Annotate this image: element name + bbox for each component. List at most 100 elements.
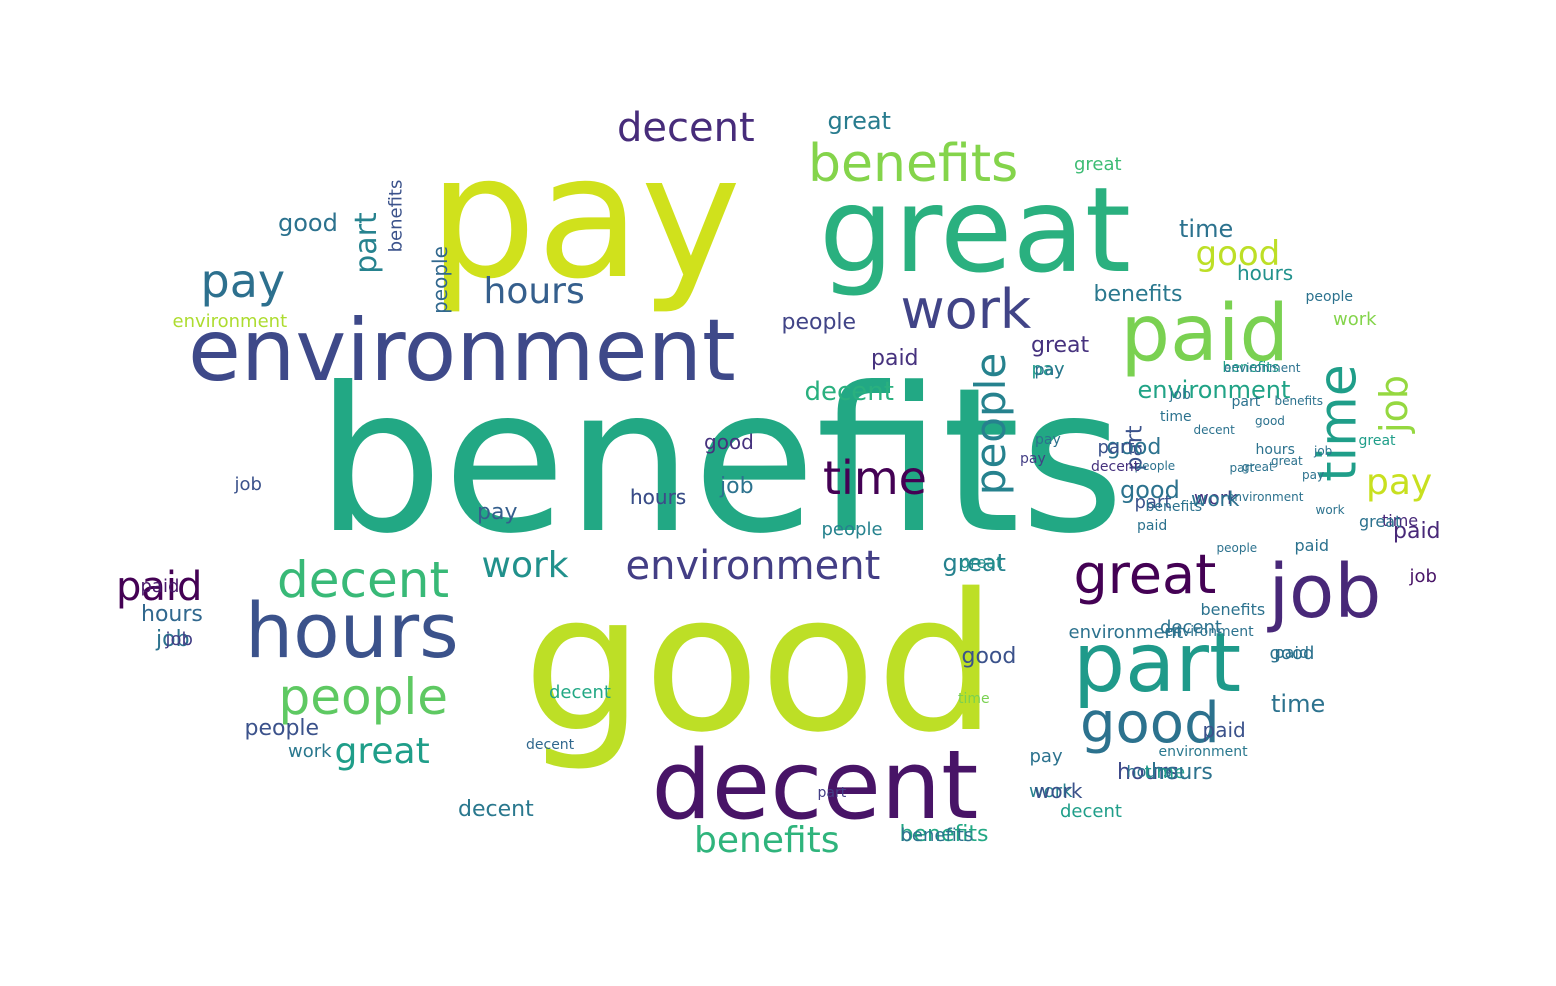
cloud-word: job — [1268, 549, 1382, 635]
cloud-word: great — [819, 161, 1131, 299]
cloud-word: people — [781, 310, 857, 335]
cloud-word: time — [823, 451, 927, 505]
cloud-word: people — [821, 519, 883, 540]
cloud-word: people — [1305, 289, 1353, 305]
cloud-word: decent — [526, 737, 575, 753]
cloud-word: part — [817, 785, 847, 801]
cloud-word: work — [1315, 503, 1345, 517]
cloud-word: part — [1231, 394, 1261, 410]
cloud-word: decent — [458, 797, 534, 822]
cloud-word: benefits — [900, 825, 974, 846]
cloud-word: environment — [1224, 361, 1301, 375]
cloud-word: decent — [1060, 801, 1122, 822]
cloud-word: good — [704, 430, 754, 454]
cloud-word: time — [1144, 762, 1186, 783]
cloud-word: benefits — [1093, 282, 1183, 307]
cloud-word: good — [961, 644, 1017, 669]
cloud-word: job — [720, 474, 754, 499]
cloud-word: decent — [549, 682, 611, 703]
cloud-word: work — [481, 545, 569, 586]
cloud-word: great — [1074, 154, 1122, 175]
cloud-word: good — [1080, 691, 1220, 756]
cloud-word: job — [156, 627, 190, 652]
cloud-word: hours — [630, 485, 687, 509]
cloud-word: good — [1269, 643, 1315, 664]
cloud-word: pay — [1035, 432, 1061, 448]
cloud-word: hours — [630, 485, 687, 509]
cloud-word: hours — [245, 586, 459, 675]
cloud-word: benefits — [1274, 394, 1324, 408]
cloud-word: paid — [1202, 718, 1246, 742]
cloud-word: good — [278, 209, 338, 237]
cloud-word: environment — [188, 301, 736, 401]
cloud-word: great — [1359, 512, 1402, 531]
cloud-word: job — [1371, 375, 1416, 433]
cloud-word: paid — [1120, 289, 1290, 379]
cloud-word: pay — [1034, 360, 1064, 379]
cloud-word: benefits — [316, 345, 1125, 578]
cloud-word: part — [348, 212, 384, 274]
cloud-word: benefits — [694, 820, 840, 861]
cloud-word: pay — [1302, 468, 1325, 482]
cloud-word: environment — [1164, 624, 1254, 640]
cloud-word: work — [1029, 781, 1073, 802]
cloud-word: time — [1271, 690, 1326, 718]
cloud-word: great — [334, 731, 430, 772]
cloud-word: paid — [140, 576, 180, 597]
cloud-word: benefits — [1145, 499, 1203, 515]
cloud-word: pay — [200, 254, 286, 308]
cloud-word: environment — [1158, 744, 1248, 760]
cloud-word: hours — [1117, 760, 1179, 785]
cloud-word: part — [1134, 492, 1172, 513]
cloud-word: hours — [1126, 762, 1172, 781]
cloud-word: job — [1409, 566, 1437, 587]
cloud-word: paid — [1294, 536, 1330, 555]
cloud-word: paid — [871, 346, 919, 371]
cloud-word: hours — [483, 271, 585, 312]
cloud-word: great — [1031, 333, 1090, 358]
cloud-word: good — [1255, 414, 1285, 428]
cloud-word: people — [427, 246, 452, 314]
cloud-word: great — [942, 549, 1006, 577]
cloud-word: paid — [116, 564, 203, 610]
cloud-word: work — [1034, 779, 1083, 803]
cloud-word: time — [1382, 511, 1419, 530]
cloud-word: people — [1134, 459, 1176, 473]
cloud-word: hours — [1151, 760, 1213, 785]
cloud-word: environment — [1068, 622, 1184, 643]
cloud-word: hours — [1237, 261, 1294, 285]
cloud-word: people — [966, 352, 1016, 496]
cloud-word: decent — [651, 730, 979, 841]
cloud-word: good — [523, 553, 997, 774]
cloud-word: time — [1160, 409, 1192, 425]
cloud-word: decent — [277, 551, 450, 609]
cloud-word: environment — [1137, 376, 1291, 404]
cloud-word: pay — [1020, 451, 1046, 467]
cloud-word: job — [1314, 444, 1333, 458]
cloud-word: environment — [172, 311, 288, 332]
cloud-word: pay — [428, 119, 742, 317]
cloud-word: great — [960, 553, 1003, 572]
cloud-word: paid — [1393, 519, 1441, 544]
cloud-word: great — [1358, 433, 1396, 449]
cloud-word: great — [1242, 460, 1274, 474]
cloud-word: hours — [1255, 442, 1295, 458]
cloud-word: pay — [1029, 746, 1063, 767]
cloud-word: paid — [1137, 518, 1168, 534]
cloud-word: pay — [1366, 462, 1433, 503]
cloud-word: decent — [804, 377, 894, 407]
cloud-word: benefits — [899, 822, 989, 847]
cloud-word: pay — [1031, 359, 1065, 380]
cloud-word: good — [1120, 476, 1180, 504]
cloud-word: great — [1271, 454, 1303, 468]
cloud-word: part — [1229, 461, 1255, 475]
cloud-word: environment — [625, 543, 881, 589]
cloud-word: decent — [1091, 459, 1140, 475]
cloud-word: part — [1073, 616, 1242, 711]
cloud-word: benefits — [384, 179, 406, 253]
cloud-word: job — [234, 474, 262, 495]
cloud-word: benefits — [808, 134, 1019, 194]
cloud-word: benefits — [1200, 600, 1266, 619]
cloud-word: pay — [477, 500, 518, 525]
